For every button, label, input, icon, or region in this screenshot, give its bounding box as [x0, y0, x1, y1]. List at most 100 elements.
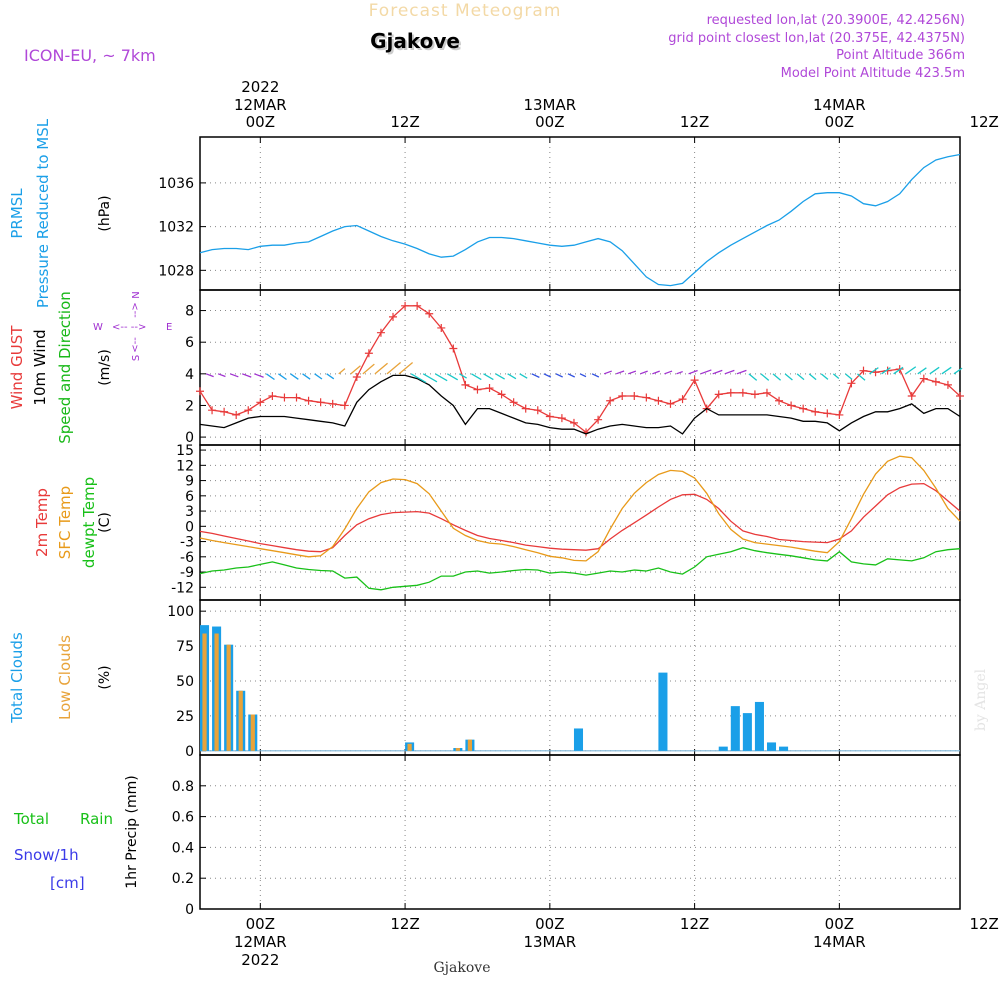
y-tick-label-3: 0.6 [172, 810, 194, 826]
top-tick-label-2: 00Z [535, 113, 564, 131]
bottom-tick-label-3: 12Z [680, 915, 709, 933]
cloud-bar-low-clouds [214, 633, 219, 751]
cloud-bar-low-clouds [226, 644, 231, 751]
wind-arrow [832, 373, 840, 379]
wind-arrow [917, 367, 927, 375]
series-line [199, 482, 961, 553]
wind-arrow [712, 369, 723, 375]
cloud-bar-low-clouds [202, 633, 207, 751]
gust-marker-11 [328, 399, 337, 408]
y-tick-label-1: -9 [180, 565, 194, 581]
wind-arrow [519, 373, 528, 379]
gust-marker-9 [304, 396, 313, 405]
wind-arrow [314, 373, 323, 380]
y-tick-label-0: 0 [185, 430, 194, 446]
y-tick-label-7: 9 [185, 474, 194, 490]
wind-arrow [362, 363, 375, 375]
wind-arrow [302, 373, 311, 380]
cloud-bar-total-clouds [658, 672, 668, 751]
legend-total: Total [13, 810, 49, 828]
series-wind-gust [196, 301, 964, 437]
point-altitude: Point Altitude 366m [836, 48, 965, 63]
legend-rain: Rain [80, 810, 113, 828]
gust-marker-21 [449, 344, 458, 353]
side-labels-wind: Wind GUST 10m Wind Speed and Direction [8, 291, 74, 444]
gust-marker-40 [678, 395, 687, 404]
compass-n: N [131, 291, 142, 298]
wind-arrow [736, 369, 747, 375]
side-labels-clouds: Total Clouds Low Clouds [8, 632, 74, 724]
grid-point: grid point closest lon,lat (20.375E, 42.… [668, 31, 965, 46]
wind-arrow [567, 373, 576, 378]
gust-marker-27 [521, 404, 530, 413]
y-tick-label-0: 0 [185, 902, 194, 918]
gust-marker-48 [775, 396, 784, 405]
series-line [199, 305, 961, 434]
series-10m-wind [199, 374, 961, 435]
gust-marker-41 [690, 376, 699, 385]
bottom-tick-label-0: 00Z [246, 915, 275, 933]
panel-frame [199, 136, 961, 291]
side-label-0: 2m Temp [33, 488, 51, 557]
gust-marker-26 [509, 398, 518, 407]
bottom-tick-label-5: 12Z [969, 915, 998, 933]
gust-marker-39 [666, 399, 675, 408]
wind-arrow [410, 373, 427, 383]
wind-arrow [446, 373, 459, 381]
gust-marker-18 [413, 301, 422, 310]
gust-marker-55 [859, 366, 868, 375]
header: Forecast Meteogram Gjakove Gjakove ICON-… [24, 1, 965, 81]
location-title-front: Gjakove [370, 29, 460, 53]
y-tick-label-3: -3 [180, 535, 194, 551]
y-tick-label-4: 8 [185, 304, 194, 320]
top-date-label-2: 13MAR [523, 96, 576, 114]
gust-marker-60 [919, 374, 928, 383]
top-tick-label-3: 12Z [680, 113, 709, 131]
series-line [199, 153, 961, 287]
units-label: (hPa) [97, 195, 113, 231]
y-tick-label-4: 0.8 [172, 779, 194, 795]
compass-n-arrow: --> [130, 302, 141, 318]
gust-marker-47 [762, 388, 771, 397]
legend-cm: [cm] [50, 874, 85, 892]
cloud-bar-low-clouds [407, 743, 412, 751]
y-tick-label-1: 25 [176, 709, 194, 725]
gust-marker-31 [569, 418, 578, 427]
gust-marker-22 [461, 380, 470, 389]
wind-arrow [217, 373, 226, 378]
side-labels-temperature: 2m Temp SFC Temp dewpt Temp [33, 477, 98, 568]
y-tick-label-0: -12 [171, 580, 194, 596]
top-year-label-0: 2022 [241, 78, 279, 96]
y-tick-label-9: 15 [176, 443, 194, 459]
bottom-tick-label-2: 00Z [535, 915, 564, 933]
footer-location: Gjakove [434, 960, 491, 976]
wind-arrow [603, 370, 612, 375]
wind-arrow [229, 373, 239, 378]
gust-marker-2 [220, 407, 229, 416]
wind-arrow [459, 373, 467, 379]
y-tick-label-4: 100 [167, 604, 194, 620]
panel-precipitation: 0 0.2 0.4 0.6 0.8 1hr Precip (mm) [124, 754, 961, 918]
gust-marker-34 [606, 396, 615, 405]
series-2m-temp [199, 482, 961, 553]
wind-arrow [591, 373, 600, 378]
model-label: ICON-EU, ~ 7km [24, 46, 156, 65]
gust-marker-44 [726, 388, 735, 397]
gust-marker-57 [883, 366, 892, 375]
side-label-2: dewpt Temp [80, 477, 98, 568]
gust-marker-7 [280, 393, 289, 402]
units-label: 1hr Precip (mm) [124, 775, 140, 888]
series-line [199, 455, 961, 562]
wind-arrow [796, 373, 805, 381]
gust-marker-28 [533, 406, 542, 415]
wind-arrow [844, 373, 853, 380]
bottom-tick-label-1: 12Z [390, 915, 419, 933]
cloud-bar-total-clouds [779, 746, 789, 751]
top-tick-label-0: 00Z [246, 113, 275, 131]
gust-marker-13 [352, 372, 361, 381]
y-tick-label-2: 0.4 [172, 840, 194, 856]
units-label: (m/s) [97, 349, 113, 386]
